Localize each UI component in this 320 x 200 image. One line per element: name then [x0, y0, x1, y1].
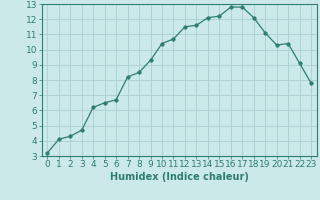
- X-axis label: Humidex (Indice chaleur): Humidex (Indice chaleur): [110, 172, 249, 182]
